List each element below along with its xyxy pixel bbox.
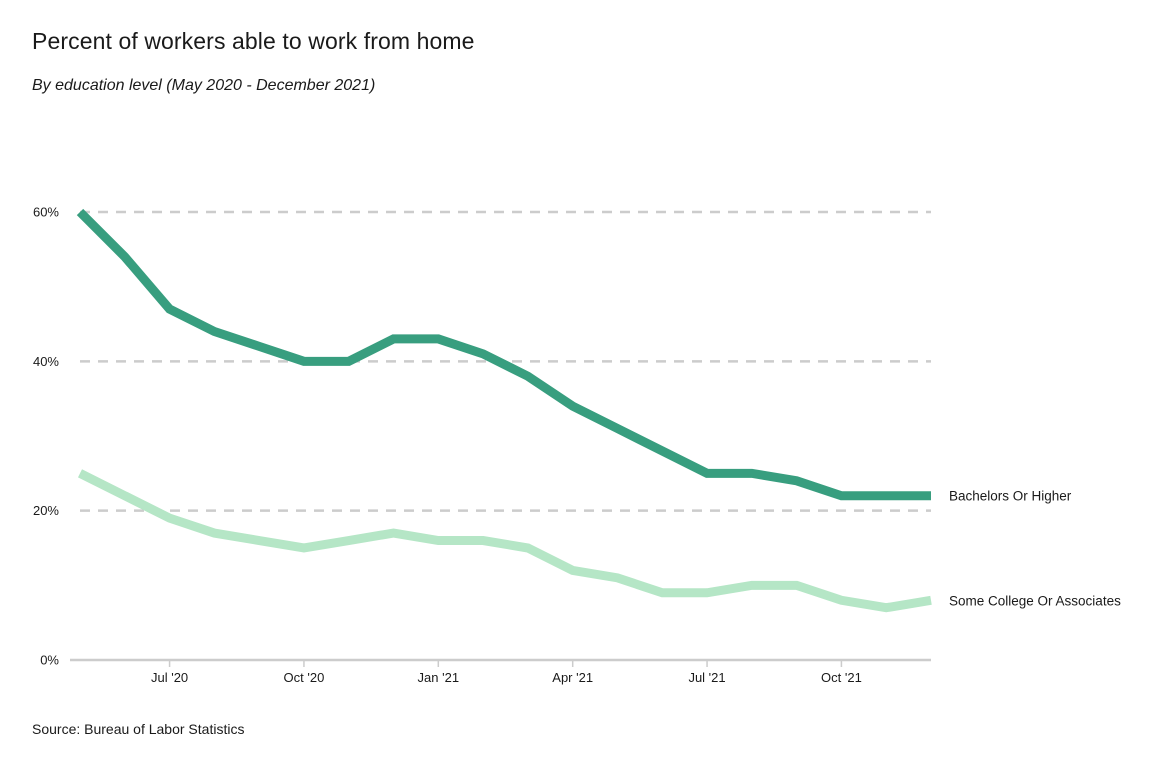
y-tick-label-40: 40%: [33, 354, 59, 369]
y-tick-label-60: 60%: [33, 205, 59, 220]
series-lines: [76, 208, 932, 613]
x-axis: [70, 658, 931, 667]
x-axis-labels: Jul '20 Oct '20 Jan '21 Apr '21 Jul '21 Oct '…: [151, 670, 862, 685]
x-tick-label: Jan '21: [418, 670, 460, 685]
series-labels: Bachelors Or Higher Some College Or Assoc…: [949, 489, 1121, 609]
x-tick-label: Oct '20: [284, 670, 325, 685]
x-tick-label: Apr '21: [552, 670, 593, 685]
y-tick-label-20: 20%: [33, 503, 59, 518]
series-line-some-college-or-associates: [77, 469, 932, 613]
chart-title: Percent of workers able to work from hom…: [32, 28, 475, 54]
gridlines: [80, 210, 931, 512]
series-label-some-college-or-associates: Some College Or Associates: [949, 593, 1121, 608]
x-tick-label: Jul '20: [151, 670, 188, 685]
x-tick-label: Oct '21: [821, 670, 862, 685]
series-label-bachelors-or-higher: Bachelors Or Higher: [949, 489, 1072, 504]
source-note: Source: Bureau of Labor Statistics: [32, 721, 245, 737]
y-axis-labels: 0% 20% 40% 60%: [33, 205, 59, 668]
series-line-bachelors-or-higher: [76, 208, 931, 501]
chart-subtitle: By education level (May 2020 - December …: [32, 77, 376, 94]
x-tick-label: Jul '21: [688, 670, 725, 685]
y-tick-label-0: 0%: [40, 653, 59, 668]
